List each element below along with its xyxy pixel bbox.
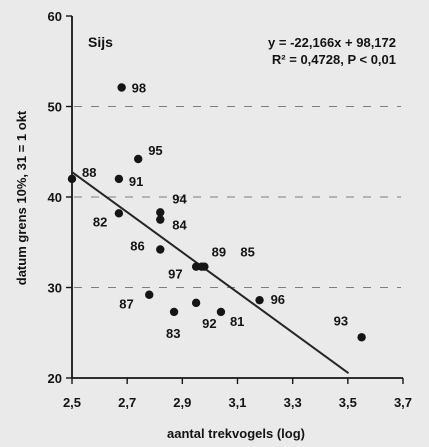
- point-label-89: 89: [212, 245, 226, 260]
- point-label-93: 93: [334, 313, 348, 328]
- point-label-94: 94: [172, 191, 187, 206]
- x-tick-label-2: 2,9: [173, 395, 191, 410]
- point-93: [357, 333, 366, 342]
- point-96: [255, 295, 264, 305]
- point-83: [169, 307, 179, 317]
- y-tick-label-2: 40: [48, 190, 62, 205]
- y-tick-label-1: 30: [48, 281, 62, 296]
- point-82: [114, 209, 124, 218]
- point-label-85: 85: [240, 245, 254, 260]
- x-tick-label-4: 3,3: [284, 395, 302, 410]
- point-95: [134, 154, 143, 164]
- point-label-84: 84: [172, 218, 187, 233]
- regression-line: [71, 171, 349, 374]
- point-86: [156, 245, 165, 254]
- x-axis-title: aantal trekvogels (log): [167, 426, 305, 441]
- chart-title: Sijs: [88, 34, 113, 50]
- point-label-91: 91: [129, 174, 143, 189]
- point-92: [191, 298, 201, 308]
- point-label-98: 98: [132, 80, 146, 95]
- point-label-95: 95: [148, 143, 162, 158]
- point-label-88: 88: [82, 165, 96, 180]
- point-label-97: 97: [168, 267, 182, 282]
- y-tick-label-3: 50: [48, 100, 62, 115]
- x-tick-label-6: 3,7: [394, 395, 412, 410]
- point-81: [216, 307, 226, 317]
- equation-line: y = -22,166x + 98,172: [268, 35, 396, 50]
- stats-line: R² = 0,4728, P < 0,01: [272, 52, 396, 67]
- y-tick-label-4: 60: [48, 9, 62, 24]
- point-98: [117, 83, 126, 92]
- point-94: [156, 208, 165, 217]
- point-84: [156, 215, 165, 224]
- y-tick-label-0: 20: [48, 371, 62, 386]
- point-label-86: 86: [130, 238, 144, 253]
- point-label-83: 83: [166, 326, 180, 341]
- regression-layer: [71, 171, 349, 374]
- point-label-96: 96: [271, 292, 285, 307]
- points-layer: [67, 83, 366, 342]
- labels-layer: 88 82 91 95 98 94 84 86 97 89 85 87 83 92 81 96 93: [82, 80, 348, 340]
- point-91: [114, 174, 124, 184]
- axes-layer: 20 30 40 50 60 2,5 2,7 2,9 3,1 3,3 3,5 3,7: [48, 9, 413, 410]
- point-label-81: 81: [230, 314, 244, 329]
- point-88: [67, 174, 77, 184]
- point-label-82: 82: [93, 214, 107, 229]
- y-axis-title: datum grens 10%, 31 = 1 okt: [14, 110, 29, 285]
- point-85: [200, 262, 209, 271]
- x-tick-label-0: 2,5: [63, 395, 81, 410]
- point-label-87: 87: [119, 297, 133, 312]
- point-87: [145, 290, 154, 299]
- grid-layer: [74, 106, 401, 288]
- point-label-92: 92: [202, 316, 216, 331]
- x-tick-label-1: 2,7: [118, 395, 136, 410]
- x-tick-label-5: 3,5: [339, 395, 357, 410]
- x-tick-label-3: 3,1: [228, 395, 246, 410]
